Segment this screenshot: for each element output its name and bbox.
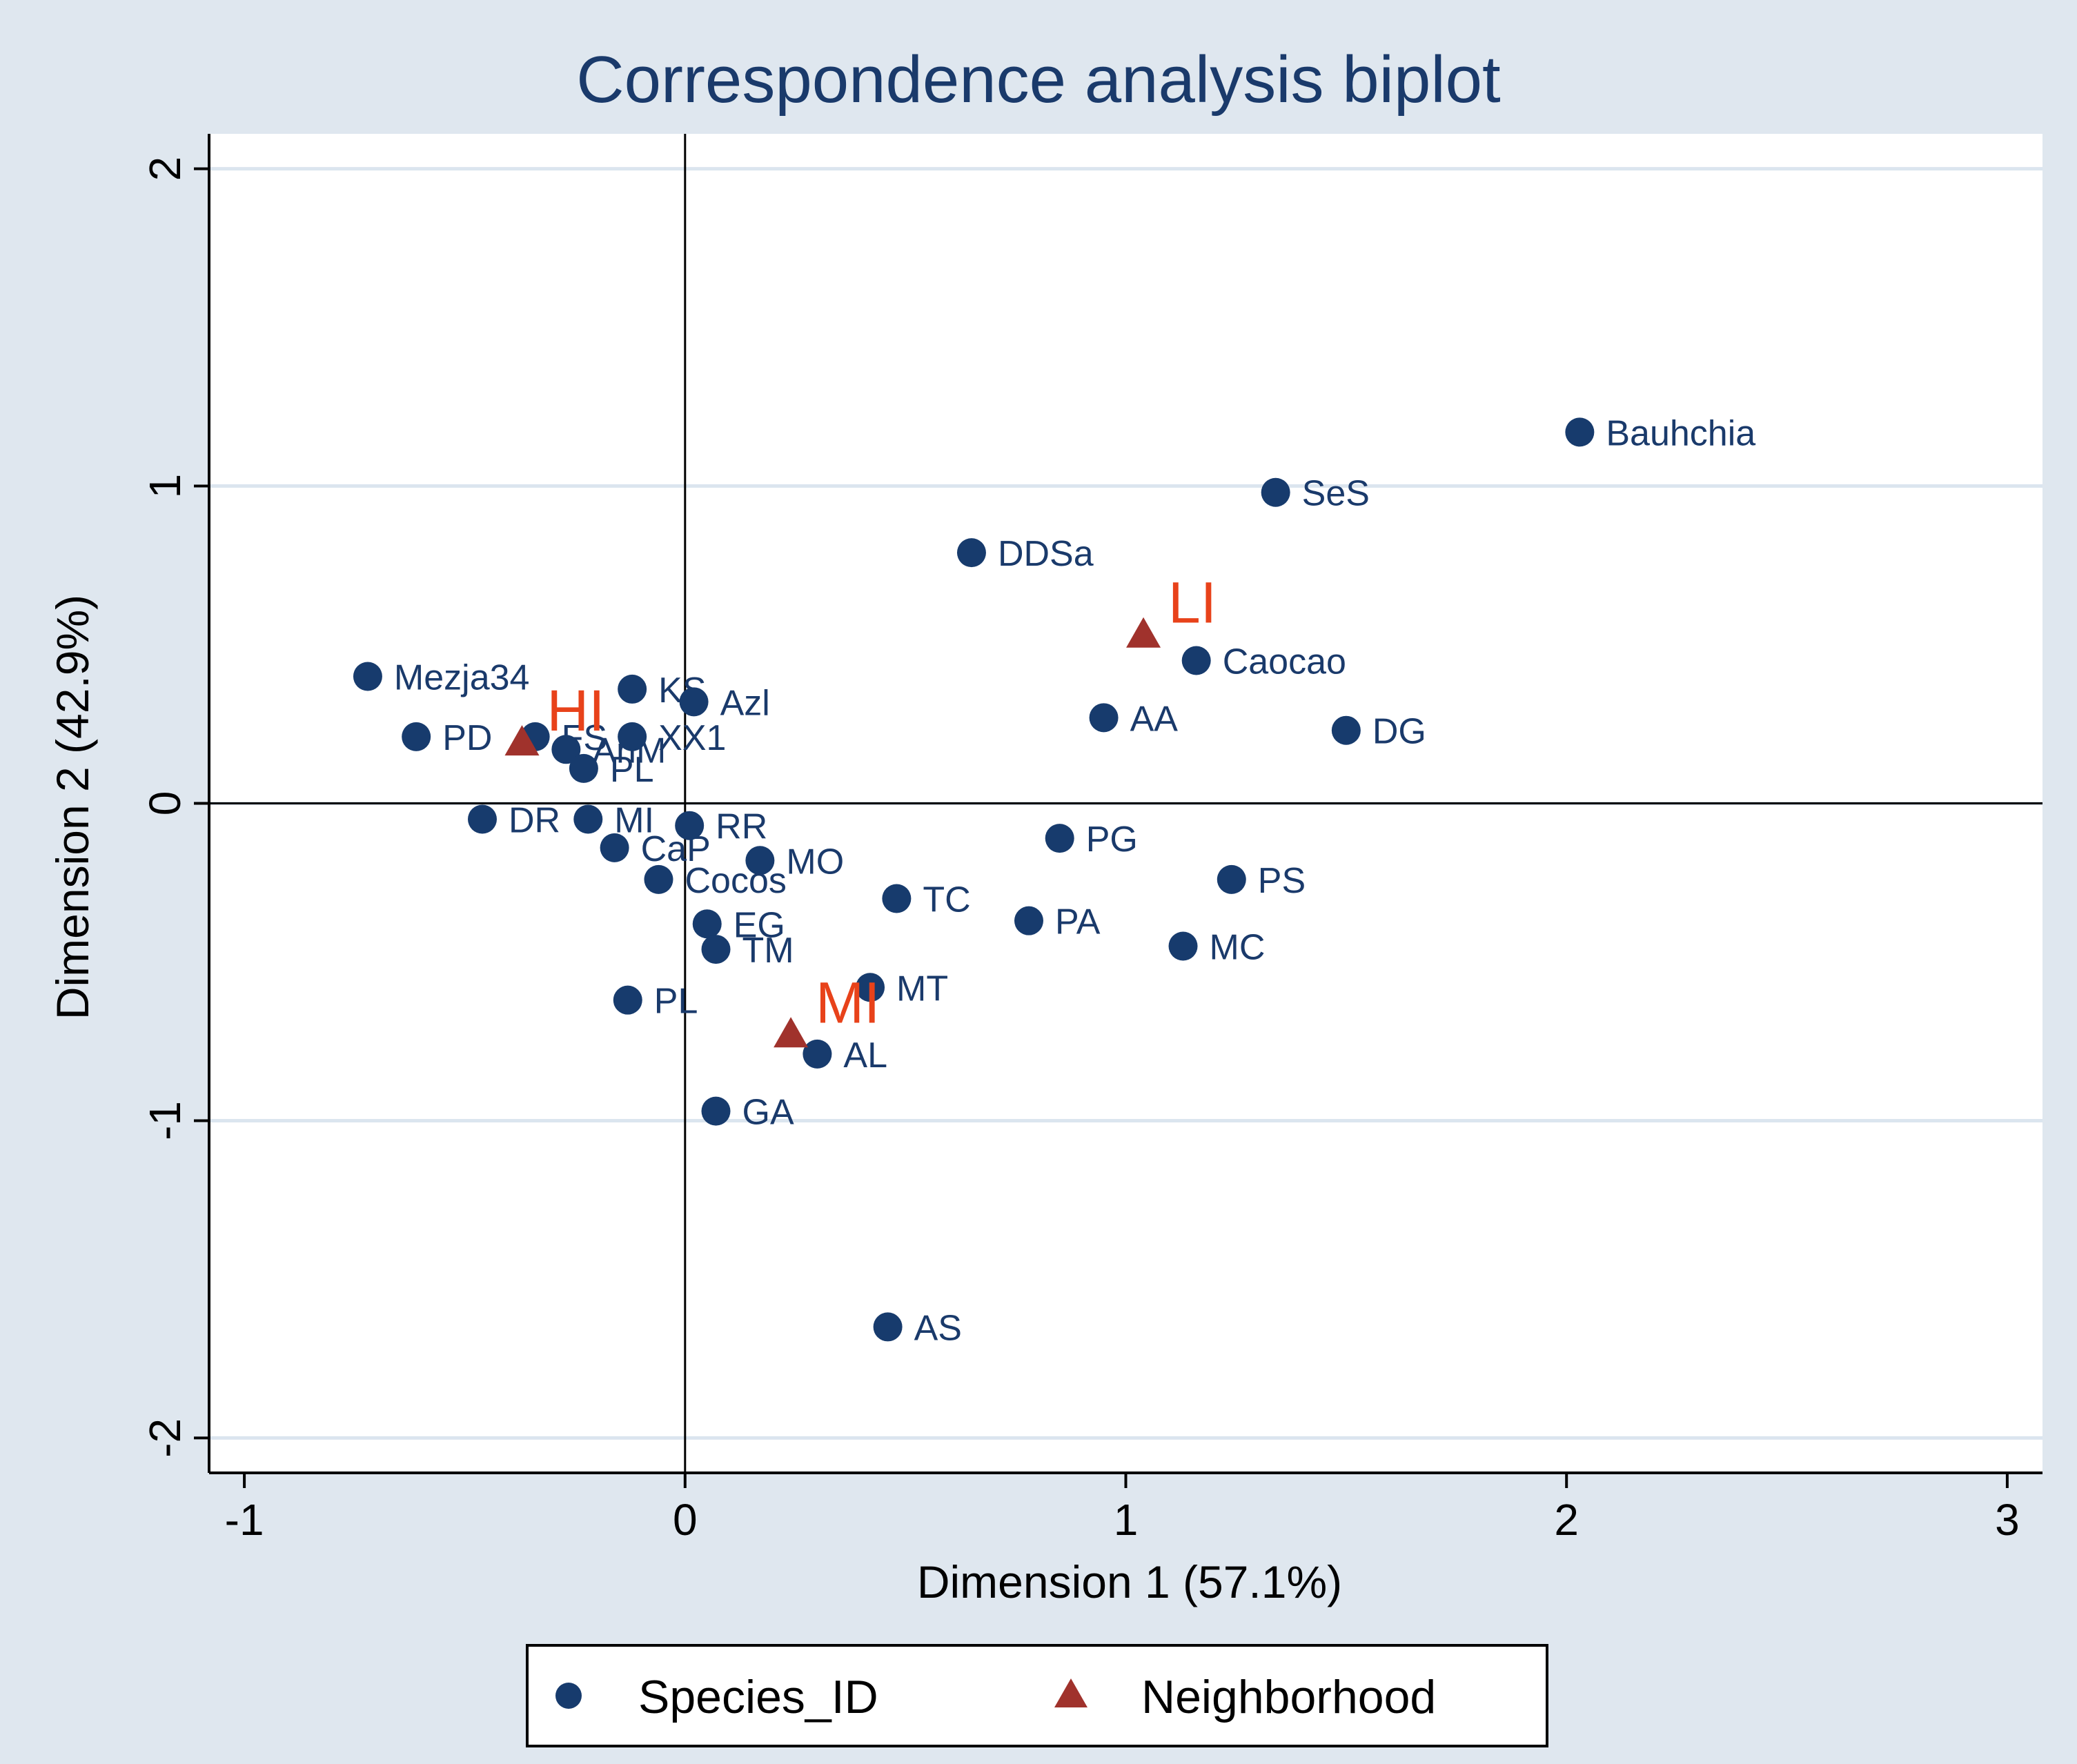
species-label: AS — [914, 1308, 962, 1348]
legend-species-label: Species_ID — [638, 1671, 878, 1723]
species-point — [856, 973, 885, 1002]
species-point — [692, 909, 722, 939]
species-point — [618, 722, 647, 751]
species-label: MO — [786, 842, 844, 882]
species-point — [701, 935, 731, 964]
neighborhood-label: HI — [547, 678, 604, 743]
species-point — [803, 1039, 832, 1069]
y-tick-label: 1 — [140, 474, 190, 499]
species-point — [467, 804, 497, 834]
species-point — [569, 753, 598, 783]
species-label: DR — [509, 800, 560, 840]
legend-neighborhood-marker — [1054, 1678, 1087, 1707]
species-point — [573, 804, 603, 834]
y-tick-label: -1 — [140, 1101, 190, 1140]
neighborhood-label: MI — [816, 970, 880, 1035]
species-point — [882, 884, 912, 913]
species-label: TM — [742, 931, 794, 971]
species-label: AA — [1130, 699, 1179, 739]
species-label: PG — [1086, 820, 1138, 860]
species-point — [551, 735, 581, 764]
species-point — [644, 864, 673, 894]
species-point — [402, 722, 431, 751]
neighborhood-point — [504, 725, 540, 756]
species-label: SeS — [1302, 474, 1370, 514]
legend: Species_ID Neighborhood — [526, 1644, 1548, 1747]
axis-ticks: -2 -1 0 1 2 -1 0 1 2 3 — [140, 157, 2020, 1545]
species-point — [353, 662, 382, 691]
species-point — [873, 1312, 903, 1342]
species-label: Mezja34 — [394, 658, 530, 698]
species-label: Caocao — [1223, 642, 1346, 682]
x-tick-label: 2 — [1554, 1495, 1579, 1545]
x-tick-label: 3 — [1995, 1495, 2020, 1545]
species-point — [745, 846, 775, 875]
species-label: EG — [734, 905, 785, 945]
species-label: Cocos — [685, 861, 786, 901]
species-point — [1565, 417, 1595, 447]
species-point — [1181, 646, 1211, 675]
legend-species-marker — [555, 1683, 582, 1709]
x-tick-label: 1 — [1114, 1495, 1139, 1545]
y-tick-label: 0 — [140, 791, 190, 816]
species-label: GA — [742, 1093, 794, 1133]
species-point — [1331, 715, 1361, 745]
species-point — [1045, 824, 1074, 853]
neighborhood-point — [1126, 617, 1161, 648]
species-label: PL — [654, 982, 698, 1022]
chart-title: Correspondence analysis biplot — [576, 43, 1500, 117]
species-label: Azl — [720, 683, 770, 723]
species-point — [600, 833, 629, 862]
x-axis-title: Dimension 1 (57.1%) — [917, 1556, 1342, 1607]
species-point — [1089, 703, 1119, 733]
species-label: DDSa — [998, 534, 1094, 574]
species-label: PL — [610, 750, 654, 790]
species-label: MC — [1210, 927, 1266, 967]
x-tick-label: 0 — [673, 1495, 698, 1545]
species-label: DG — [1372, 712, 1426, 752]
species-point — [701, 1096, 731, 1126]
neighborhood-label: LI — [1168, 571, 1217, 635]
x-tick-label: -1 — [225, 1495, 264, 1545]
species-label: MT — [896, 969, 948, 1009]
species-point — [679, 687, 709, 717]
species-label: PA — [1055, 902, 1101, 942]
species-label: MI — [614, 800, 654, 840]
y-axis-title: Dimension 2 (42.9%) — [47, 595, 98, 1020]
neighborhood-point — [774, 1017, 809, 1048]
species-point — [1014, 906, 1043, 935]
species-label: RR — [716, 807, 767, 847]
reference-lines — [209, 134, 2042, 1473]
species-point — [1217, 864, 1246, 894]
legend-box — [526, 1644, 1548, 1747]
species-label: PS — [1258, 861, 1306, 901]
species-point — [613, 985, 642, 1015]
species-label: AL — [843, 1035, 887, 1076]
data-points: Mezja34PDFSAnMPLKSXX1AzlDRMICaPRRMOCocos… — [353, 413, 1755, 1348]
species-point — [618, 674, 647, 704]
species-point — [956, 538, 986, 568]
species-point — [1261, 477, 1290, 507]
species-point — [1168, 931, 1198, 961]
species-label: PD — [442, 718, 492, 758]
species-label: XX1 — [658, 718, 726, 758]
species-label: TC — [923, 880, 970, 920]
y-tick-label: 2 — [140, 157, 190, 181]
species-point — [675, 811, 705, 840]
y-tick-label: -2 — [140, 1418, 190, 1458]
species-label: Bauhchia — [1606, 413, 1755, 453]
legend-neighborhood-label: Neighborhood — [1141, 1671, 1436, 1723]
